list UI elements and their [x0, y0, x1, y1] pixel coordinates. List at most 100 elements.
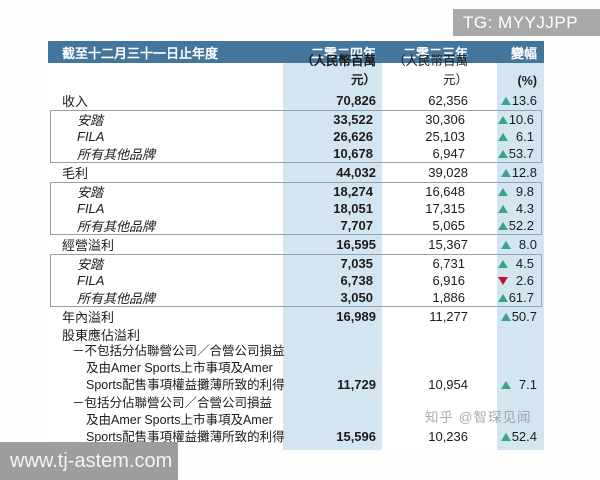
row-label: 所有其他品牌 — [77, 291, 156, 306]
label-line: Sports配售事項權益攤薄所致的利得 — [86, 378, 285, 392]
row-label: 安踏 — [77, 185, 104, 200]
value-2024: 18,051 — [333, 201, 373, 216]
zhihu-watermark: 知乎 @智琛见闻 — [425, 410, 532, 425]
change-number: 6.1 — [515, 129, 534, 144]
value-change: 9.8 — [494, 184, 541, 199]
value-2023: 10,954 — [428, 377, 468, 392]
change-number: 10.6 — [508, 112, 534, 127]
value-2024: 16,871 — [283, 447, 382, 450]
units-2024: （人民幣百萬元） — [300, 54, 376, 87]
value-2024: 16,989 — [336, 309, 376, 324]
row-label: 毛利 — [62, 166, 89, 181]
change-number: 2.6 — [515, 273, 534, 288]
table-row: 股東應佔溢利 — [48, 326, 544, 343]
row-label: 股東應佔溢利 — [62, 327, 141, 343]
brand-group-box: 安踏 18,274 16,648 9.8 FILA 18,051 17,315 4.3 所有其他… — [50, 182, 542, 235]
row-label: 所有其他品牌 — [77, 147, 156, 162]
label-line: －包括分佔聯營公司／合營公司損益 — [72, 396, 273, 410]
table-row: 安踏 7,035 6,731 4.5 — [51, 255, 541, 272]
label-line: Sports配售事項權益攤薄所致的利得 — [86, 430, 285, 444]
value-2023: 25,103 — [425, 129, 465, 144]
label-line: 及由Amer Sports上市事項及Amer — [86, 413, 273, 427]
change-number: 52.4 — [511, 429, 537, 444]
financial-summary-table: 截至十二月三十一日止年度 二零二四年 二零二三年 變幅 （人民幣百萬元） （人民… — [48, 41, 544, 450]
value-change: 61.7 — [494, 290, 541, 305]
row-label: 年內溢利 — [62, 310, 115, 325]
table-row: FILA 18,051 17,315 4.3 — [51, 200, 541, 217]
table-row: 所有其他品牌 10,678 6,947 53.7 — [51, 145, 541, 162]
table-row: 16,87117,022 0.9 — [48, 446, 544, 450]
value-change: 6.1 — [494, 129, 541, 144]
value-2024: 44,032 — [336, 165, 376, 180]
value-change: 53.7 — [494, 146, 541, 161]
up-triangle-icon — [501, 168, 511, 177]
up-triangle-icon — [501, 432, 511, 441]
value-change: 4.5 — [494, 256, 541, 271]
table-row: 安踏 18,274 16,648 9.8 — [51, 183, 541, 200]
change-number: 9.8 — [515, 184, 534, 199]
value-2024: 15,596 — [336, 429, 376, 444]
value-change: 10.6 — [494, 112, 541, 127]
up-triangle-icon — [498, 204, 508, 213]
change-number: 12.8 — [511, 165, 537, 180]
header-year-2023: 二零二三年 — [402, 45, 468, 61]
value-2023: 16,648 — [425, 184, 465, 199]
header-year-2024: 二零二四年 — [310, 45, 376, 61]
value-2024: 33,522 — [333, 112, 373, 127]
table-row: 經營溢利 16,595 15,367 8.0 — [48, 235, 544, 254]
change-number: 8.0 — [518, 237, 537, 252]
table-header-row: 截至十二月三十一日止年度 二零二四年 二零二三年 變幅 — [48, 41, 544, 63]
row-label: 安踏 — [77, 257, 104, 272]
value-change: 8.0 — [497, 237, 544, 252]
value-2023: 62,356 — [428, 93, 468, 108]
value-2024: 3,050 — [340, 290, 373, 305]
value-2023: 1,886 — [432, 290, 465, 305]
up-triangle-icon — [501, 96, 511, 105]
value-2024: 18,274 — [333, 184, 373, 199]
up-triangle-icon — [501, 312, 511, 321]
change-number: 13.6 — [511, 93, 537, 108]
value-2024: 70,826 — [336, 93, 376, 108]
value-2024: 7,035 — [340, 256, 373, 271]
table-row: 所有其他品牌 3,050 1,886 61.7 — [51, 289, 541, 306]
table-body: （人民幣百萬元） （人民幣百萬元） (%) 收入 70,826 62,356 13.6… — [48, 54, 544, 450]
up-triangle-icon — [498, 149, 508, 158]
value-change: 7.1 — [497, 377, 544, 394]
up-triangle-icon — [498, 115, 508, 124]
row-label: 所有其他品牌 — [77, 219, 156, 234]
value-2023: 11,277 — [429, 309, 468, 324]
value-2024: 6,738 — [340, 273, 373, 288]
value-2023: 39,028 — [428, 165, 468, 180]
change-number: 7.1 — [518, 377, 537, 392]
value-2024: 10,678 — [333, 146, 373, 161]
table-row: 毛利 44,032 39,028 12.8 — [48, 163, 544, 182]
row-label: FILA — [77, 201, 105, 216]
value-2023: 6,947 — [432, 146, 465, 161]
down-triangle-icon — [498, 276, 508, 285]
column-highlight-2024 — [283, 63, 382, 450]
table-row: 安踏 33,522 30,306 10.6 — [51, 111, 541, 128]
value-2023: 30,306 — [425, 112, 465, 127]
row-label-multiline: －不包括分佔聯營公司／合營公司損益 及由Amer Sports上市事項及Amer S… — [48, 343, 285, 394]
row-label: 安踏 — [77, 113, 104, 128]
value-change: 13.6 — [497, 93, 544, 108]
header-period: 截至十二月三十一日止年度 — [62, 45, 219, 61]
value-change: 12.8 — [497, 165, 544, 180]
change-number: 4.3 — [515, 201, 534, 216]
table-row: FILA 26,626 25,103 6.1 — [51, 128, 541, 145]
up-triangle-icon — [498, 293, 508, 302]
table-row: 收入 70,826 62,356 13.6 — [48, 91, 544, 110]
value-change: 50.7 — [497, 309, 544, 324]
value-2023: 17,022 — [382, 447, 497, 450]
change-number: 52.2 — [508, 218, 534, 233]
row-label-multiline: －包括分佔聯營公司／合營公司損益及由Amer Sports上市事項及Amer Sp… — [48, 395, 285, 446]
value-2023: 5,065 — [432, 218, 465, 233]
up-triangle-icon — [498, 187, 508, 196]
up-triangle-icon — [498, 221, 508, 230]
value-change: 2.6 — [494, 273, 541, 288]
row-label: FILA — [77, 273, 105, 288]
value-2023: 10,236 — [428, 429, 468, 444]
value-2023: 17,315 — [425, 201, 465, 216]
up-triangle-icon — [498, 132, 508, 141]
change-number: 50.7 — [511, 309, 537, 324]
